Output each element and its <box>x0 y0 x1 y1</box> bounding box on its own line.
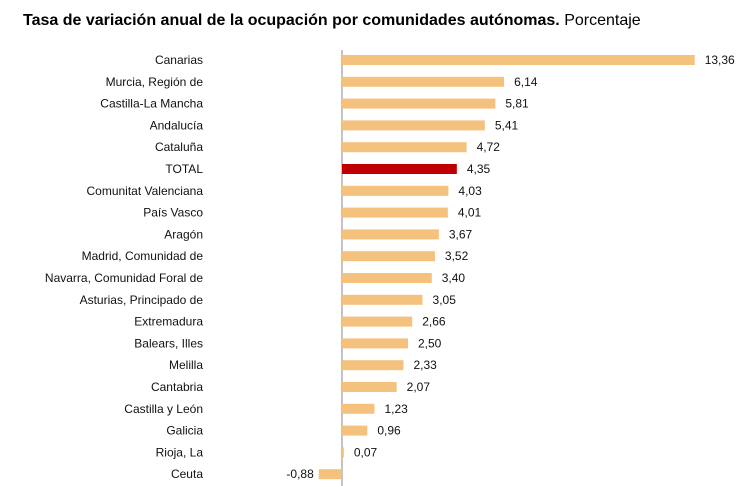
bar-8 <box>342 229 439 240</box>
category-label-17: Galicia <box>166 424 203 438</box>
data-label-3: 5,41 <box>495 118 519 132</box>
data-label-18: 0,07 <box>354 445 378 459</box>
category-label-4: Cataluña <box>155 140 203 154</box>
data-label-6: 4,03 <box>458 184 482 198</box>
data-label-11: 3,05 <box>433 293 457 307</box>
category-label-5: TOTAL <box>165 162 203 176</box>
category-label-8: Aragón <box>164 227 203 241</box>
data-label-10: 3,40 <box>442 271 466 285</box>
category-label-12: Extremadura <box>134 315 203 329</box>
data-label-1: 6,14 <box>514 75 538 89</box>
bar-15 <box>342 382 397 392</box>
category-label-16: Castilla y León <box>124 402 203 416</box>
chart-title-main: Tasa de variación anual de la ocupación … <box>23 12 560 29</box>
bar-4 <box>342 142 467 153</box>
data-label-8: 3,67 <box>449 227 473 241</box>
category-label-13: Balears, Illes <box>134 336 203 350</box>
data-label-19: -0,88 <box>286 467 314 481</box>
bar-6 <box>342 185 449 196</box>
data-label-12: 2,66 <box>422 315 446 329</box>
bar-1 <box>342 76 505 87</box>
category-label-14: Melilla <box>169 358 203 372</box>
data-label-0: 13,36 <box>705 53 735 67</box>
category-label-2: Castilla-La Mancha <box>100 97 203 111</box>
data-label-13: 2,50 <box>418 336 442 350</box>
bar-14 <box>342 360 404 371</box>
category-label-3: Andalucía <box>150 118 204 132</box>
data-label-2: 5,81 <box>505 97 529 111</box>
category-label-6: Comunitat Valenciana <box>86 184 203 198</box>
data-label-5: 4,35 <box>467 162 491 176</box>
category-label-7: País Vasco <box>143 206 203 220</box>
bar-12 <box>342 316 413 327</box>
category-label-10: Navarra, Comunidad Foral de <box>45 271 203 285</box>
chart-subtitle: Porcentaje <box>564 12 641 29</box>
bar-16 <box>342 403 375 414</box>
data-label-15: 2,07 <box>407 380 431 394</box>
bar-11 <box>342 294 423 305</box>
category-label-11: Asturias, Principado de <box>80 293 204 307</box>
chart-title: Tasa de variación anual de la ocupación … <box>23 12 641 30</box>
bar-9 <box>342 251 435 262</box>
category-label-1: Murcia, Región de <box>106 75 204 89</box>
bar-7 <box>342 207 448 218</box>
category-label-15: Cantabria <box>151 380 203 394</box>
bar-0 <box>342 55 695 65</box>
data-label-17: 0,96 <box>377 424 401 438</box>
bar-17 <box>342 425 368 436</box>
data-label-4: 4,72 <box>477 140 501 154</box>
category-label-9: Madrid, Comunidad de <box>82 249 204 263</box>
data-label-14: 2,33 <box>414 358 438 372</box>
bar-10 <box>342 273 432 283</box>
bar-2 <box>342 98 496 109</box>
data-label-7: 4,01 <box>458 206 482 220</box>
data-label-9: 3,52 <box>445 249 469 263</box>
bar-13 <box>342 338 408 349</box>
bar-19 <box>318 469 342 480</box>
bar-3 <box>342 120 485 131</box>
bar-5 <box>342 164 457 174</box>
bar-18 <box>342 447 344 458</box>
data-label-16: 1,23 <box>384 402 408 416</box>
category-label-19: Ceuta <box>171 467 203 481</box>
category-label-18: Rioja, La <box>156 445 204 459</box>
category-label-0: Canarias <box>155 53 203 67</box>
